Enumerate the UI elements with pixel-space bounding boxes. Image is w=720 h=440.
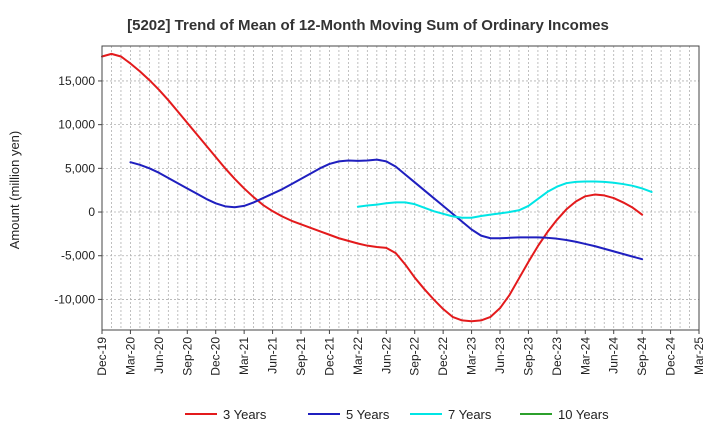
x-tick-label: Dec-22 [436, 337, 450, 376]
x-tick-label: Jun-21 [266, 337, 280, 374]
x-tick-label: Sep-22 [408, 337, 422, 376]
y-tick-label: 0 [88, 205, 95, 219]
chart-title: [5202] Trend of Mean of 12-Month Moving … [127, 17, 609, 34]
x-tick-label: Dec-20 [209, 337, 223, 376]
y-axis-label: Amount (million yen) [7, 131, 22, 250]
x-axis-ticks: Dec-19 Mar-20 Jun-20 Sep-20 Dec-20 Mar-21 Jun-… [95, 330, 706, 376]
x-tick-label: Dec-23 [550, 337, 564, 376]
y-tick-label: -10,000 [54, 292, 95, 306]
x-tick-label: Dec-21 [322, 337, 336, 376]
series-line-5-years [129, 158, 644, 261]
x-tick-label: Mar-25 [692, 337, 706, 375]
legend-label-5-years: 5 Years [346, 407, 390, 422]
x-tick-label: Jun-20 [152, 337, 166, 374]
y-tick-label: -5,000 [61, 249, 95, 263]
x-tick-label: Mar-24 [578, 337, 592, 375]
y-tick-label: 5,000 [65, 161, 95, 175]
legend-label-10-years: 10 Years [558, 407, 609, 422]
x-tick-label: Dec-24 [664, 337, 678, 376]
series-line-7-years [356, 180, 653, 219]
y-tick-label: 10,000 [58, 118, 95, 132]
x-tick-label: Mar-23 [465, 337, 479, 375]
x-tick-label: Mar-20 [123, 337, 137, 375]
x-tick-label: Mar-22 [351, 337, 365, 375]
series-lines [101, 52, 653, 323]
grid [102, 46, 699, 330]
y-tick-label: 15,000 [58, 74, 95, 88]
series-line-3-years [101, 52, 644, 323]
x-tick-label: Sep-23 [521, 337, 535, 376]
legend: 3 Years 5 Years 7 Years 10 Years [185, 407, 609, 422]
plot-frame [101, 45, 700, 331]
x-tick-label: Sep-24 [635, 337, 649, 376]
x-tick-label: Jun-23 [493, 337, 507, 374]
x-tick-label: Dec-19 [95, 337, 109, 376]
x-tick-label: Sep-20 [180, 337, 194, 376]
x-tick-label: Mar-21 [237, 337, 251, 375]
y-axis-ticks: -10,000 -5,000 0 5,000 10,000 15,000 [54, 74, 102, 306]
x-tick-label: Jun-24 [607, 337, 621, 374]
legend-label-7-years: 7 Years [448, 407, 492, 422]
x-tick-label: Jun-22 [379, 337, 393, 374]
legend-label-3-years: 3 Years [223, 407, 267, 422]
x-tick-label: Sep-21 [294, 337, 308, 376]
